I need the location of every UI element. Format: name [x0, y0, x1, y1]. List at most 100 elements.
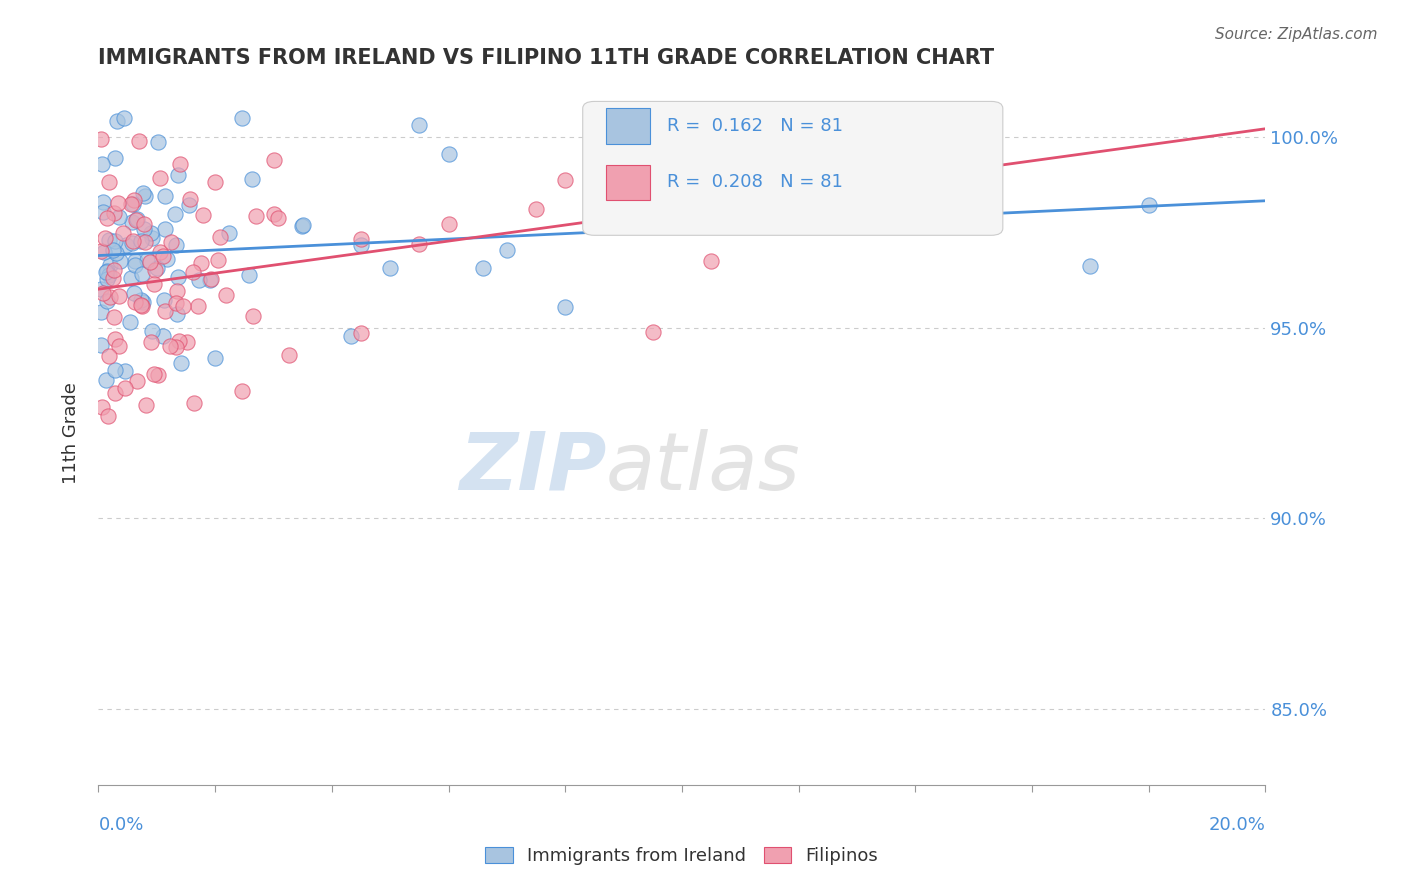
- Point: [166, 284, 188, 298]
- Point: [176, 334, 198, 349]
- Point: [103, 206, 125, 220]
- Point: [142, 367, 165, 381]
- Point: [125, 213, 148, 227]
- Point: [554, 301, 576, 315]
- Point: [149, 244, 172, 259]
- Text: atlas: atlas: [606, 429, 801, 507]
- Point: [152, 249, 174, 263]
- Point: [114, 238, 136, 252]
- Point: [1080, 260, 1102, 274]
- Point: [408, 236, 430, 251]
- Point: [96, 271, 118, 285]
- Legend: Immigrants from Ireland, Filipinos: Immigrants from Ireland, Filipinos: [477, 838, 887, 874]
- Point: [90, 131, 112, 145]
- Point: [153, 304, 176, 318]
- Point: [104, 385, 127, 400]
- Text: IMMIGRANTS FROM IRELAND VS FILIPINO 11TH GRADE CORRELATION CHART: IMMIGRANTS FROM IRELAND VS FILIPINO 11TH…: [98, 47, 994, 68]
- Point: [122, 193, 145, 207]
- Point: [122, 286, 145, 301]
- Point: [125, 374, 148, 388]
- Point: [97, 268, 120, 283]
- Point: [242, 309, 264, 323]
- Point: [190, 255, 212, 269]
- Point: [97, 175, 120, 189]
- Point: [91, 400, 114, 414]
- Point: [758, 186, 780, 201]
- Point: [101, 243, 124, 257]
- Point: [437, 147, 460, 161]
- Point: [188, 273, 211, 287]
- Point: [143, 277, 166, 292]
- Point: [129, 298, 152, 312]
- Point: [700, 253, 723, 268]
- Point: [134, 222, 156, 236]
- Bar: [606, 109, 651, 144]
- Point: [179, 192, 201, 206]
- Point: [107, 289, 129, 303]
- Point: [132, 186, 155, 200]
- Point: [98, 290, 121, 304]
- Point: [291, 219, 314, 234]
- FancyBboxPatch shape: [582, 102, 1002, 235]
- Point: [96, 264, 118, 278]
- Point: [114, 381, 136, 395]
- Text: 20.0%: 20.0%: [1209, 816, 1265, 834]
- Point: [108, 338, 131, 352]
- Point: [238, 268, 260, 282]
- Point: [135, 398, 157, 412]
- Point: [97, 409, 120, 423]
- Point: [120, 270, 142, 285]
- Point: [172, 300, 194, 314]
- Point: [159, 339, 181, 353]
- Point: [152, 329, 174, 343]
- Point: [156, 252, 179, 267]
- Point: [198, 272, 221, 286]
- Point: [128, 134, 150, 148]
- Point: [104, 333, 127, 347]
- Point: [183, 265, 205, 279]
- Point: [139, 255, 162, 269]
- Point: [169, 157, 191, 171]
- Point: [104, 235, 127, 249]
- Point: [231, 384, 253, 398]
- Point: [101, 271, 124, 285]
- Point: [340, 328, 363, 343]
- Point: [204, 351, 226, 365]
- Point: [136, 252, 159, 267]
- Point: [105, 113, 128, 128]
- Point: [160, 235, 183, 249]
- Point: [524, 202, 547, 216]
- Bar: [606, 165, 651, 200]
- Point: [134, 189, 156, 203]
- Point: [103, 262, 125, 277]
- Point: [90, 244, 112, 258]
- Point: [94, 230, 117, 244]
- Point: [166, 307, 188, 321]
- Point: [437, 217, 460, 231]
- Point: [240, 171, 263, 186]
- Point: [200, 272, 222, 286]
- Point: [143, 263, 166, 277]
- Point: [120, 197, 142, 211]
- Point: [208, 229, 231, 244]
- Point: [94, 374, 117, 388]
- Point: [96, 211, 118, 225]
- Point: [146, 135, 169, 149]
- Point: [91, 195, 114, 210]
- Point: [107, 196, 129, 211]
- Point: [215, 288, 238, 302]
- Text: ZIP: ZIP: [458, 429, 606, 507]
- Point: [124, 294, 146, 309]
- Point: [134, 217, 156, 231]
- Point: [141, 231, 163, 245]
- Point: [139, 227, 162, 241]
- Point: [496, 243, 519, 257]
- Point: [120, 315, 142, 329]
- Point: [90, 157, 112, 171]
- Point: [153, 221, 176, 235]
- Point: [167, 269, 190, 284]
- Point: [191, 208, 214, 222]
- Point: [121, 234, 143, 248]
- Point: [121, 214, 143, 228]
- Text: Source: ZipAtlas.com: Source: ZipAtlas.com: [1215, 27, 1378, 42]
